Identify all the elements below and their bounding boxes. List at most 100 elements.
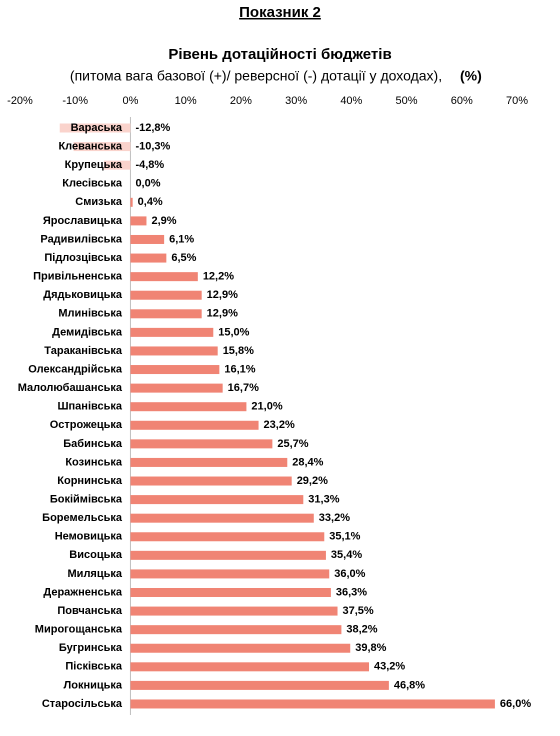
category-label: Млинівська: [58, 308, 122, 320]
bar: [130, 643, 351, 653]
category-label: Локницька: [64, 679, 123, 691]
category-label: Пісківська: [65, 661, 123, 673]
x-tick-label: -20%: [7, 95, 33, 107]
bar: [130, 625, 342, 635]
bar: [130, 550, 326, 560]
value-label: 37,5%: [343, 605, 374, 617]
category-label: Ярославицька: [43, 215, 123, 227]
value-label: 6,5%: [171, 252, 196, 264]
x-tick-label: 40%: [340, 95, 362, 107]
category-label: Немовицька: [55, 531, 123, 543]
value-label: 46,8%: [394, 679, 425, 691]
category-label: Бокіймівська: [50, 494, 123, 506]
chart-subtitle: Рівень дотаційності бюджетів: [168, 46, 391, 63]
value-label: -4,8%: [135, 159, 164, 171]
value-label: 12,9%: [207, 308, 238, 320]
value-label: 6,1%: [169, 233, 194, 245]
category-label: Деражненська: [43, 586, 123, 598]
bar: [130, 513, 314, 523]
bar: [130, 495, 304, 505]
bar: [130, 290, 202, 300]
value-label: 15,0%: [218, 326, 249, 338]
bar: [130, 253, 167, 263]
category-label: Миляцька: [68, 568, 123, 580]
x-tick-label: 20%: [230, 95, 252, 107]
category-label: Острожецька: [50, 419, 123, 431]
category-label: Крупецька: [65, 159, 123, 171]
bar: [130, 699, 495, 709]
value-label: 12,2%: [203, 271, 234, 283]
bar: [59, 123, 131, 133]
category-label: Бабинська: [63, 438, 123, 450]
category-label: Боремельська: [42, 512, 123, 524]
value-label: 2,9%: [151, 215, 176, 227]
category-label: Бугринська: [59, 642, 123, 654]
value-label: -10,3%: [135, 140, 170, 152]
bar: [130, 439, 273, 449]
category-label: Дядьковицька: [43, 289, 123, 301]
value-label: 25,7%: [277, 438, 308, 450]
category-label: Малолюбашанська: [18, 382, 123, 394]
value-label: 16,7%: [228, 382, 259, 394]
x-tick-label: -10%: [62, 95, 88, 107]
bar: [130, 216, 147, 226]
category-label: Висоцька: [69, 549, 123, 561]
bar: [130, 680, 389, 690]
value-label: 36,0%: [334, 568, 365, 580]
value-label: 16,1%: [224, 363, 255, 375]
value-label: 39,8%: [355, 642, 386, 654]
value-label: 12,9%: [207, 289, 238, 301]
value-label: 36,3%: [336, 586, 367, 598]
bar: [130, 476, 292, 486]
value-label: 28,4%: [292, 456, 323, 468]
bar: [130, 420, 259, 430]
category-label: Привільненська: [33, 271, 123, 283]
bar: [130, 197, 133, 207]
bar: [130, 569, 330, 579]
category-label: Підлозцівська: [44, 252, 123, 264]
value-label: 23,2%: [264, 419, 295, 431]
category-label: Демидівська: [52, 326, 123, 338]
bar: [130, 365, 220, 375]
x-tick-label: 60%: [451, 95, 473, 107]
category-label: Клесівська: [62, 178, 123, 190]
bar: [103, 160, 131, 170]
bar: [130, 234, 165, 244]
x-tick-label: 30%: [285, 95, 307, 107]
value-label: 38,2%: [346, 624, 377, 636]
value-label: 66,0%: [500, 698, 531, 710]
category-label: Шпанівська: [57, 401, 122, 413]
category-label: Корнинська: [57, 475, 123, 487]
value-label: 35,1%: [329, 531, 360, 543]
chart-title: Показник 2: [239, 4, 321, 21]
category-label: Мирогощанська: [35, 624, 123, 636]
value-label: 0,4%: [138, 196, 163, 208]
category-label: Смизька: [75, 196, 123, 208]
bar: [130, 662, 370, 672]
x-tick-label: 50%: [396, 95, 418, 107]
bar: [130, 606, 338, 616]
bar: [130, 402, 247, 412]
bar: [130, 272, 198, 282]
category-label: Вараська: [71, 122, 123, 134]
x-tick-label: 70%: [506, 95, 528, 107]
value-label: 43,2%: [374, 661, 405, 673]
x-tick-label: 0%: [122, 95, 138, 107]
bar: [130, 346, 218, 356]
category-label: Радивилівська: [40, 233, 122, 245]
chart-note: (питома вага базової (+)/ реверсної (-) …: [70, 68, 442, 84]
bar: [130, 383, 223, 393]
value-label: -12,8%: [135, 122, 170, 134]
category-label: Олександрійська: [28, 363, 123, 375]
unit-label: (%): [460, 68, 482, 84]
category-label: Козинська: [65, 456, 123, 468]
value-label: 31,3%: [308, 494, 339, 506]
bar: [130, 327, 214, 337]
value-label: 15,8%: [223, 345, 254, 357]
value-label: 21,0%: [251, 401, 282, 413]
category-label: Повчанська: [57, 605, 123, 617]
bar: [130, 457, 288, 467]
x-tick-label: 10%: [175, 95, 197, 107]
value-label: 0,0%: [135, 178, 160, 190]
